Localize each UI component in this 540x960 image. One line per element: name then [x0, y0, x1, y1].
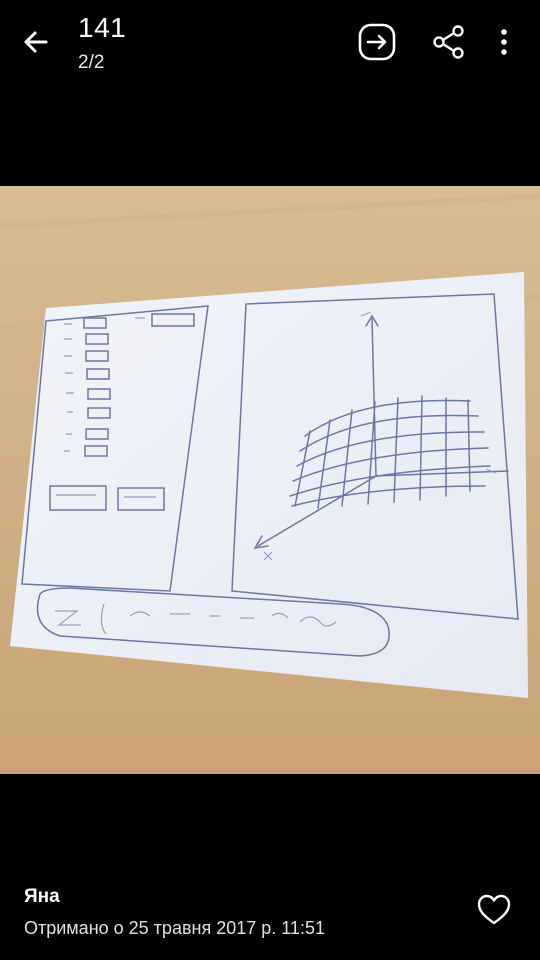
like-button[interactable] — [476, 892, 512, 928]
share-button[interactable] — [429, 20, 469, 64]
back-arrow-icon — [24, 31, 48, 53]
share-icon — [433, 25, 464, 59]
message-footer: Яна Отримано о 25 травня 2017 р. 11:51 — [0, 870, 540, 960]
received-timestamp: Отримано о 25 травня 2017 р. 11:51 — [24, 918, 325, 938]
heart-icon — [477, 894, 511, 925]
forward-icon — [358, 23, 396, 61]
photo-view[interactable] — [0, 186, 540, 774]
back-button[interactable] — [20, 26, 52, 58]
photo-counter: 2/2 — [78, 52, 105, 73]
sketch-photo — [0, 186, 540, 774]
forward-button[interactable] — [357, 20, 397, 64]
paper-sheet — [10, 272, 528, 698]
more-vert-icon — [501, 29, 507, 55]
page-title: 141 — [78, 12, 127, 43]
top-bar: 141 2/2 — [0, 0, 540, 90]
sender-name: Яна — [24, 886, 60, 907]
more-options-button[interactable] — [484, 20, 524, 64]
